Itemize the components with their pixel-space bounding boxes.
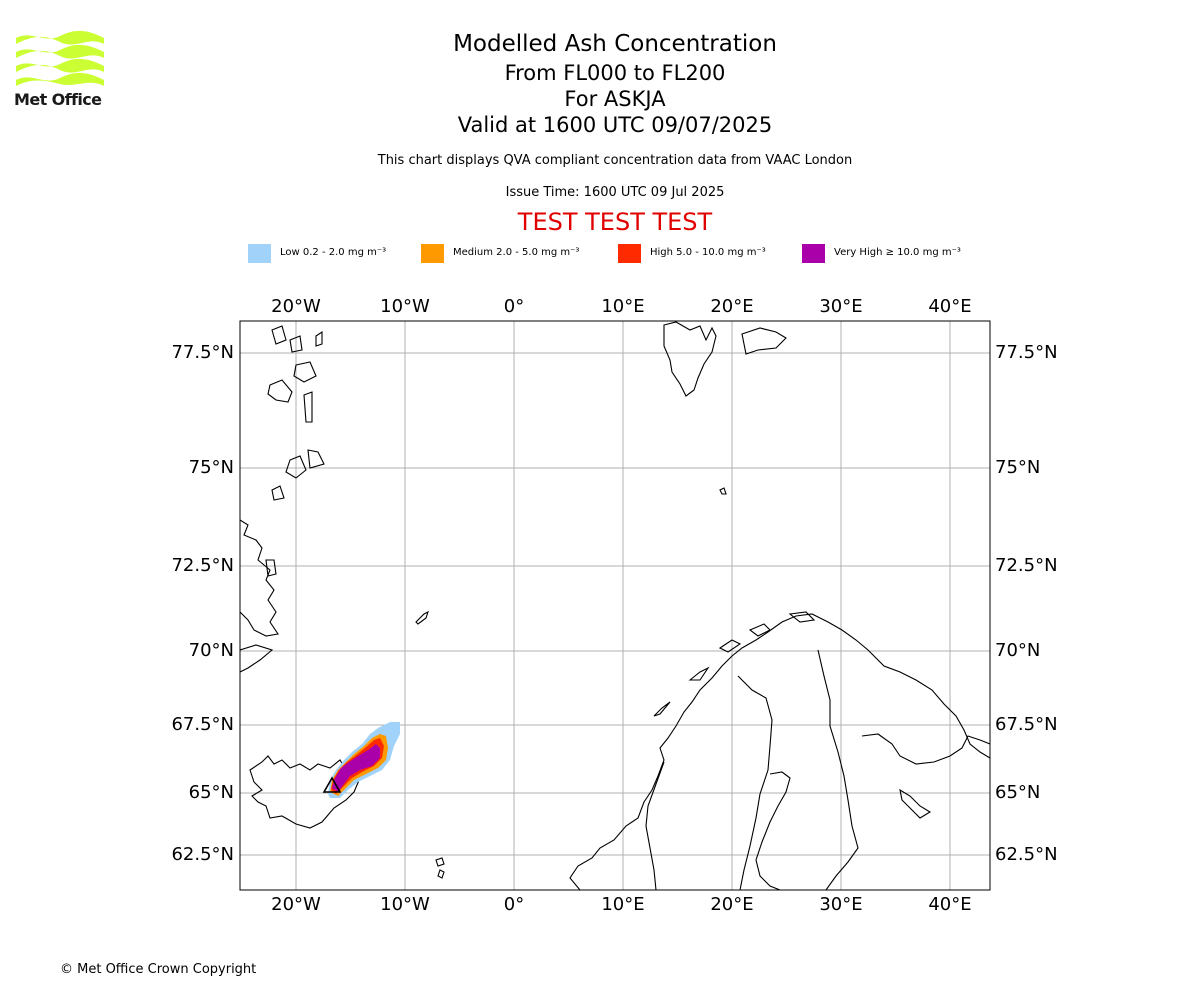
lat-label-left: 72.5°N bbox=[171, 555, 234, 576]
lon-labels-top: 20°W 10°W 0° 10°E 20°E 30°E 40°E bbox=[271, 296, 971, 317]
lat-label-left: 67.5°N bbox=[171, 714, 234, 735]
map-gridlines bbox=[240, 321, 990, 890]
lon-label-bottom: 20°W bbox=[271, 894, 321, 915]
flight-levels: From FL000 to FL200 bbox=[504, 61, 726, 85]
lat-label-right: 70°N bbox=[995, 640, 1040, 661]
lat-label-right: 62.5°N bbox=[995, 844, 1058, 865]
lon-label-top: 10°E bbox=[601, 296, 644, 317]
chart-header: Modelled Ash Concentration From FL000 to… bbox=[0, 28, 1200, 236]
issue-time: Issue Time: 1600 UTC 09 Jul 2025 bbox=[505, 185, 725, 200]
scandinavia-coast bbox=[569, 613, 990, 890]
ash-very-high bbox=[332, 744, 380, 792]
test-banner: TEST TEST TEST bbox=[517, 208, 713, 236]
lat-labels-left: 77.5°N 75°N 72.5°N 70°N 67.5°N 65°N 62.5… bbox=[171, 342, 234, 865]
volcano-marker-icon bbox=[322, 776, 342, 793]
legend-swatch-low bbox=[248, 244, 271, 263]
legend-swatch-medium bbox=[421, 244, 444, 263]
lon-label-top: 10°W bbox=[380, 296, 430, 317]
gulf-of-bothnia bbox=[755, 771, 791, 890]
lat-label-left: 62.5°N bbox=[171, 844, 234, 865]
lat-label-right: 72.5°N bbox=[995, 555, 1058, 576]
lon-label-top: 40°E bbox=[928, 296, 971, 317]
valid-time: Valid at 1600 UTC 09/07/2025 bbox=[457, 113, 773, 137]
volcano-name: For ASKJA bbox=[564, 87, 666, 111]
lat-label-right: 77.5°N bbox=[995, 342, 1058, 363]
lon-label-bottom: 20°E bbox=[710, 894, 753, 915]
lat-label-right: 67.5°N bbox=[995, 714, 1058, 735]
lat-label-left: 77.5°N bbox=[171, 342, 234, 363]
legend-label-medium: Medium 2.0 - 5.0 mg m⁻³ bbox=[453, 247, 580, 258]
white-sea-coast bbox=[861, 733, 990, 819]
faroe-islands bbox=[435, 857, 445, 879]
lon-label-bottom: 30°E bbox=[819, 894, 862, 915]
legend-label-very-high: Very High ≥ 10.0 mg m⁻³ bbox=[834, 247, 961, 258]
legend-swatch-very-high bbox=[802, 244, 825, 263]
lon-label-top: 30°E bbox=[819, 296, 862, 317]
lon-label-top: 0° bbox=[504, 296, 524, 317]
ash-plume bbox=[328, 722, 400, 798]
map-frame bbox=[239, 320, 991, 891]
lat-label-left: 65°N bbox=[189, 782, 234, 803]
jan-mayen bbox=[415, 610, 429, 625]
copyright-notice: © Met Office Crown Copyright bbox=[60, 962, 257, 977]
lon-label-top: 20°E bbox=[710, 296, 753, 317]
country-borders bbox=[737, 675, 773, 890]
svalbard-coast bbox=[663, 321, 717, 397]
met-office-logo: Met Office bbox=[14, 30, 106, 112]
logo-wordmark: Met Office bbox=[14, 90, 102, 109]
lat-label-left: 75°N bbox=[189, 457, 234, 478]
lat-labels-right: 77.5°N 75°N 72.5°N 70°N 67.5°N 65°N 62.5… bbox=[995, 342, 1058, 865]
lon-label-bottom: 40°E bbox=[928, 894, 971, 915]
lon-label-bottom: 10°W bbox=[380, 894, 430, 915]
compliance-note: This chart displays QVA compliant concen… bbox=[377, 153, 853, 168]
lon-label-bottom: 10°E bbox=[601, 894, 644, 915]
lon-label-top: 20°W bbox=[271, 296, 321, 317]
coastlines bbox=[240, 321, 990, 890]
iceland-coast bbox=[249, 755, 361, 829]
legend-label-high: High 5.0 - 10.0 mg m⁻³ bbox=[650, 247, 766, 258]
lat-label-right: 65°N bbox=[995, 782, 1040, 803]
chart-title: Modelled Ash Concentration bbox=[453, 31, 777, 57]
lat-label-right: 75°N bbox=[995, 457, 1040, 478]
lon-label-bottom: 0° bbox=[504, 894, 524, 915]
lon-labels-bottom: 20°W 10°W 0° 10°E 20°E 30°E 40°E bbox=[271, 894, 971, 915]
met-office-wave-icon bbox=[16, 30, 104, 86]
legend-label-low: Low 0.2 - 2.0 mg m⁻³ bbox=[280, 247, 387, 258]
greenland-coast bbox=[240, 519, 279, 637]
legend-swatch-high bbox=[618, 244, 641, 263]
lat-label-left: 70°N bbox=[189, 640, 234, 661]
